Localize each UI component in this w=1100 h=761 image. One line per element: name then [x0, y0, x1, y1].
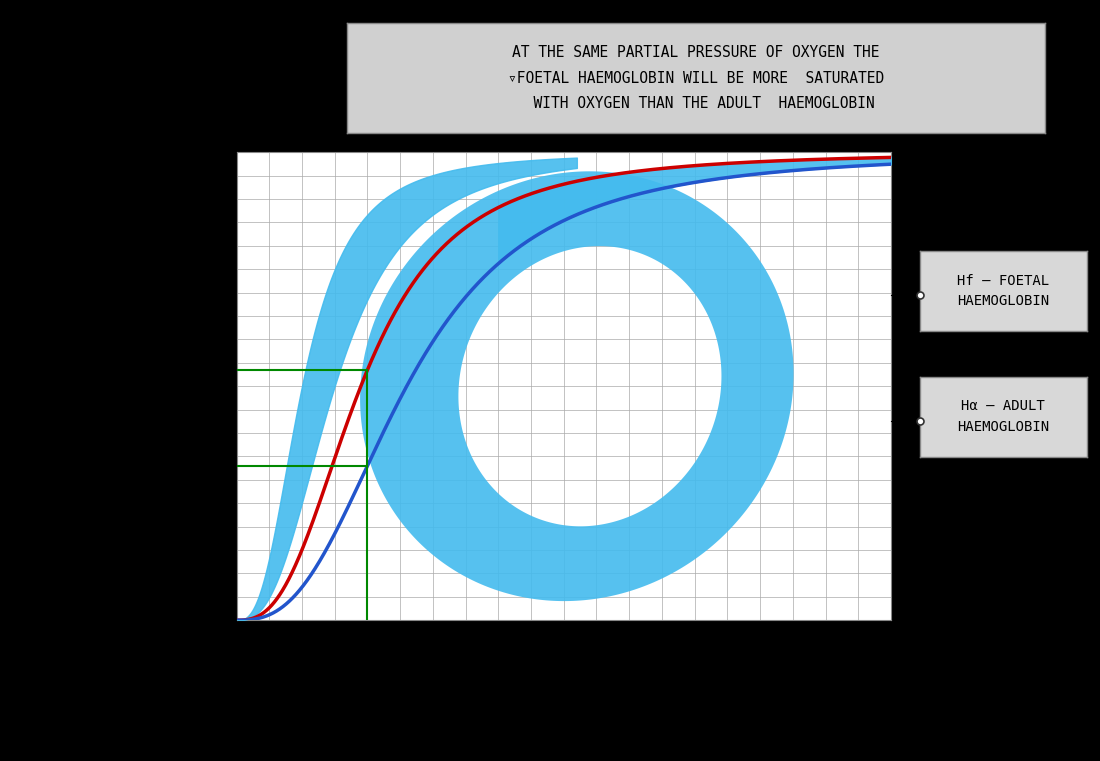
Text: Hf – FOETAL
HAEMOGLOBIN: Hf – FOETAL HAEMOGLOBIN — [957, 274, 1049, 308]
Text: Hα – ADULT
HAEMOGLOBIN: Hα – ADULT HAEMOGLOBIN — [957, 400, 1049, 434]
Text: AT THE SAME PARTIAL PRESSURE OF OXYGEN THE
▿FOETAL HAEMOGLOBIN WILL BE MORE  SAT: AT THE SAME PARTIAL PRESSURE OF OXYGEN T… — [507, 45, 884, 111]
PathPatch shape — [360, 171, 793, 601]
